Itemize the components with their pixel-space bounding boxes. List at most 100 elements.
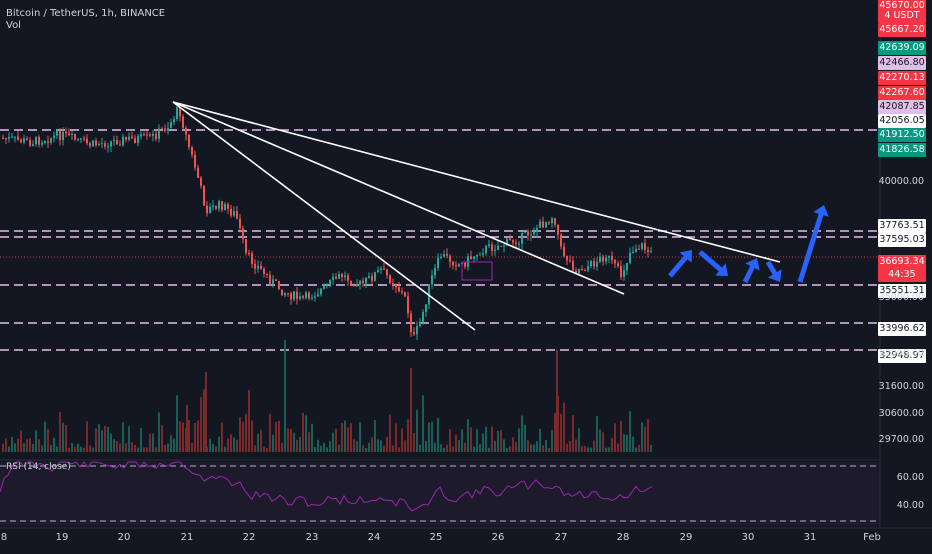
candle xyxy=(587,266,589,271)
candle xyxy=(221,201,223,211)
volume-bar xyxy=(362,445,364,452)
candle xyxy=(374,272,376,281)
volume-bar xyxy=(68,447,70,452)
time-tick: 8 xyxy=(0,532,8,543)
candle xyxy=(173,118,175,123)
candle xyxy=(284,293,286,296)
volume-bar xyxy=(644,426,646,452)
arrow-up-icon xyxy=(797,205,829,283)
candle xyxy=(584,270,586,272)
volume-bar xyxy=(539,429,541,452)
volume-bar xyxy=(347,427,349,452)
candle xyxy=(59,131,61,141)
candle xyxy=(536,227,538,232)
volume-bar xyxy=(287,428,289,452)
volume-bar xyxy=(107,426,109,452)
volume-bar xyxy=(200,397,202,452)
candle xyxy=(353,284,355,287)
candle xyxy=(203,185,205,206)
price-tag: 42270.13 xyxy=(878,71,926,85)
volume-bar xyxy=(596,415,598,452)
candle xyxy=(41,142,43,145)
volume-bar xyxy=(209,438,211,452)
symbol-title[interactable]: Bitcoin / TetherUS, 1h, BINANCE xyxy=(6,8,166,19)
candle xyxy=(383,268,385,270)
volume-bar xyxy=(473,446,475,452)
volume-bar xyxy=(236,439,238,452)
candle xyxy=(170,122,172,128)
volume-bar xyxy=(35,430,37,452)
volume-bar xyxy=(308,432,310,452)
candle xyxy=(62,131,64,141)
candle xyxy=(335,276,337,279)
volume-bar xyxy=(176,395,178,452)
volume-bar xyxy=(377,439,379,452)
candle xyxy=(491,244,493,251)
volume-bar xyxy=(170,435,172,452)
candle xyxy=(560,234,562,247)
candle xyxy=(329,279,331,284)
candle xyxy=(308,292,310,299)
volume-bar xyxy=(65,425,67,452)
volume-bar xyxy=(20,430,22,452)
volume-bar xyxy=(218,436,220,452)
time-tick: 30 xyxy=(741,532,755,543)
candle xyxy=(521,232,523,244)
candle xyxy=(572,260,574,271)
candle xyxy=(515,242,517,244)
volume-bar xyxy=(428,422,430,452)
rsi-label[interactable]: RSI (14, close) xyxy=(6,462,71,472)
candle xyxy=(248,252,250,254)
price-tag: 42639.09 xyxy=(878,41,926,55)
price-tag: 41826.58 xyxy=(878,143,926,157)
volume-bar xyxy=(23,443,25,452)
volume-bar xyxy=(437,417,439,452)
volume-bar xyxy=(509,446,511,452)
candle xyxy=(290,293,292,300)
time-tick: 24 xyxy=(367,532,381,543)
volume-bar xyxy=(89,445,91,452)
volume-bar xyxy=(284,340,286,452)
candle xyxy=(224,204,226,211)
volume-bar xyxy=(98,424,100,452)
volume-bar xyxy=(239,417,241,452)
volume-bar xyxy=(5,438,7,452)
candle xyxy=(167,127,169,131)
volume-bar xyxy=(479,444,481,452)
price-tag: 37595.03 xyxy=(878,233,926,247)
volume-bar xyxy=(332,432,334,452)
candle xyxy=(215,205,217,209)
volume-label: Vol xyxy=(6,20,21,31)
volume-bar xyxy=(359,422,361,452)
volume-bar xyxy=(512,437,514,452)
candle xyxy=(380,268,382,270)
volume-bar xyxy=(602,432,604,452)
candle xyxy=(620,266,622,278)
candle xyxy=(86,138,88,144)
volume-bar xyxy=(26,439,28,452)
volume-bar xyxy=(455,435,457,452)
candle xyxy=(518,243,520,245)
candle xyxy=(557,224,559,235)
candle xyxy=(131,136,133,139)
volume-bar xyxy=(551,429,553,452)
candle xyxy=(134,138,136,144)
candle xyxy=(482,253,484,255)
volume-bar xyxy=(53,437,55,452)
candle xyxy=(104,143,106,147)
volume-bar xyxy=(86,421,88,452)
volume-bar xyxy=(524,424,526,452)
candle xyxy=(575,270,577,274)
time-tick: 29 xyxy=(679,532,693,543)
volume-bar xyxy=(275,422,277,452)
volume-bar xyxy=(17,438,19,452)
volume-bar xyxy=(611,437,613,452)
volume-bar xyxy=(186,405,188,452)
candle xyxy=(641,243,643,249)
arrow-down-icon xyxy=(698,250,728,276)
candle xyxy=(362,280,364,284)
volume-bar xyxy=(101,430,103,452)
volume-bar xyxy=(245,413,247,452)
